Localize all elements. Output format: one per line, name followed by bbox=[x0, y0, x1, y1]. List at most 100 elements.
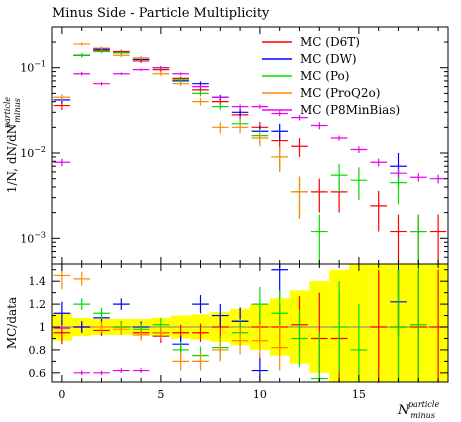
point-mc-po-2 bbox=[93, 49, 110, 54]
point-mc-proq2o-12 bbox=[291, 176, 308, 219]
legend-label: MC (D6T) bbox=[300, 35, 360, 49]
ratio-point-mc-po-10 bbox=[251, 286, 269, 322]
point-mc-proq2o-3 bbox=[112, 53, 130, 58]
legend-entry-mc-dw: MC (DW) bbox=[262, 52, 357, 66]
point-mc-p8minbias-14 bbox=[330, 135, 348, 141]
point-mc-p8minbias-9 bbox=[231, 104, 249, 109]
ratio-point-mc-proq2o-7 bbox=[192, 352, 209, 371]
x-tick-label-10: 10 bbox=[253, 388, 267, 401]
x-ticks: 0 5 10 15 bbox=[58, 27, 439, 401]
point-mc-p8minbias-16 bbox=[370, 158, 388, 167]
point-mc-p8minbias-17 bbox=[390, 169, 407, 178]
ratio-point-mc-po-2 bbox=[93, 307, 110, 319]
ratio-panel: 0.6 0.8 1 1.2 1.4 MC/data bbox=[5, 263, 449, 383]
point-mc-d6t-19 bbox=[429, 214, 447, 264]
ratio-point-mc-p8minbias-3 bbox=[112, 368, 130, 373]
ratio-point-mc-p8minbias-0 bbox=[53, 325, 71, 331]
data-uncertainty-band bbox=[52, 264, 448, 382]
ratio-point-mc-proq2o-10 bbox=[251, 323, 269, 358]
x-axis-label-sup: particle bbox=[408, 400, 440, 409]
point-mc-po-7 bbox=[192, 90, 209, 97]
legend-entry-mc-po: MC (Po) bbox=[262, 69, 349, 83]
ratio-point-mc-p8minbias-2 bbox=[93, 370, 110, 376]
y-tick-label-main: 10−1 bbox=[20, 60, 46, 75]
y-tick-label-base: 10 bbox=[20, 147, 34, 160]
point-mc-proq2o-6 bbox=[172, 81, 190, 87]
legend-label: MC (DW) bbox=[300, 52, 357, 66]
y-tick-label-ratio: 1 bbox=[39, 321, 46, 334]
y-tick-label-main: 10−2 bbox=[20, 145, 46, 160]
y-tick-label-ratio: 1.4 bbox=[29, 275, 47, 288]
point-mc-p8minbias-4 bbox=[132, 68, 150, 71]
ratio-y-axis-label: MC/data bbox=[5, 297, 19, 349]
ratio-point-mc-dw-8 bbox=[211, 304, 229, 328]
y-tick-label-base: 10 bbox=[20, 62, 34, 75]
ratio-point-mc-po-18 bbox=[409, 267, 427, 382]
y-tick-label-exponent: −3 bbox=[34, 230, 46, 239]
point-mc-p8minbias-2 bbox=[93, 81, 110, 86]
x-axis-label: Nminus particle bbox=[397, 400, 439, 420]
ratio-point-mc-proq2o-3 bbox=[112, 323, 130, 336]
main-y-axis-label: 1/N, dN/dNminusparticle bbox=[3, 97, 22, 194]
point-mc-p8minbias-15 bbox=[350, 146, 368, 154]
series-mc-po bbox=[73, 49, 427, 264]
ratio-point-mc-proq2o-5 bbox=[152, 325, 170, 340]
ratio-point-mc-dw-1 bbox=[73, 321, 91, 333]
point-mc-d6t-12 bbox=[291, 137, 308, 157]
point-mc-p8minbias-6 bbox=[172, 72, 190, 76]
point-mc-p8minbias-7 bbox=[192, 84, 209, 89]
ratio-series-mc-p8minbias bbox=[53, 325, 150, 376]
ratio-point-mc-proq2o-6 bbox=[172, 352, 190, 371]
point-mc-po-8 bbox=[211, 103, 229, 110]
x-tick-label-0: 0 bbox=[58, 388, 65, 401]
main-y-axis-label-sub: minus bbox=[13, 98, 22, 123]
point-mc-proq2o-9 bbox=[231, 122, 249, 134]
point-mc-p8minbias-13 bbox=[310, 122, 328, 130]
point-mc-proq2o-7 bbox=[192, 98, 209, 106]
main-panel-marks bbox=[53, 42, 447, 264]
ratio-point-mc-proq2o-2 bbox=[93, 321, 110, 333]
point-mc-d6t-17 bbox=[390, 214, 407, 264]
point-mc-d6t-13 bbox=[310, 178, 328, 213]
ratio-point-mc-dw-7 bbox=[192, 294, 209, 314]
point-mc-proq2o-1 bbox=[73, 42, 91, 46]
point-mc-p8minbias-11 bbox=[271, 111, 289, 117]
ratio-point-mc-proq2o-11 bbox=[271, 324, 289, 371]
point-mc-p8minbias-18 bbox=[409, 173, 427, 182]
ratio-point-mc-proq2o-9 bbox=[231, 327, 249, 355]
x-axis-label-main: N bbox=[397, 403, 410, 418]
x-axis-label-sub: minus bbox=[410, 411, 435, 420]
ratio-point-mc-dw-0 bbox=[53, 301, 71, 325]
main-y-axis-label-main: 1/N, dN/dN bbox=[5, 124, 19, 193]
point-mc-p8minbias-1 bbox=[73, 72, 91, 76]
ratio-point-mc-po-17 bbox=[390, 269, 407, 382]
point-mc-d6t-16 bbox=[370, 190, 388, 232]
point-mc-po-6 bbox=[172, 77, 190, 82]
ratio-panel-frame bbox=[51, 263, 449, 383]
ratio-point-mc-po-14 bbox=[330, 281, 348, 373]
ratio-point-mc-proq2o-8 bbox=[211, 338, 229, 362]
legend-entry-mc-p8minbias: MC (P8MinBias) bbox=[262, 103, 400, 117]
ratio-point-mc-proq2o-4 bbox=[132, 329, 150, 341]
legend-label: MC (Po) bbox=[300, 69, 349, 83]
point-mc-proq2o-5 bbox=[152, 71, 170, 76]
main-panel-frame bbox=[51, 26, 449, 265]
ratio-point-mc-d6t-16 bbox=[370, 269, 388, 382]
point-mc-p8minbias-8 bbox=[211, 95, 229, 99]
y-tick-label-ratio: 0.6 bbox=[29, 367, 47, 380]
legend-label: MC (P8MinBias) bbox=[300, 103, 400, 117]
legend-entry-mc-proq2o: MC (ProQ2o) bbox=[262, 86, 380, 100]
y-tick-label-ratio: 0.8 bbox=[29, 344, 47, 357]
legend: MC (D6T) MC (DW) MC (Po) MC (ProQ2o) MC (P8M… bbox=[262, 35, 400, 117]
point-mc-po-1 bbox=[73, 53, 91, 58]
main-y-ticks: 10−310−210−1 bbox=[20, 41, 448, 265]
point-mc-po-18 bbox=[409, 214, 427, 264]
y-tick-label-base: 10 bbox=[20, 232, 34, 245]
point-mc-proq2o-8 bbox=[211, 122, 229, 134]
y-tick-label-exponent: −1 bbox=[34, 60, 46, 69]
point-mc-proq2o-2 bbox=[93, 46, 110, 50]
series-mc-dw bbox=[53, 47, 407, 187]
x-tick-label-15: 15 bbox=[352, 388, 366, 401]
x-tick-label-5: 5 bbox=[157, 388, 164, 401]
